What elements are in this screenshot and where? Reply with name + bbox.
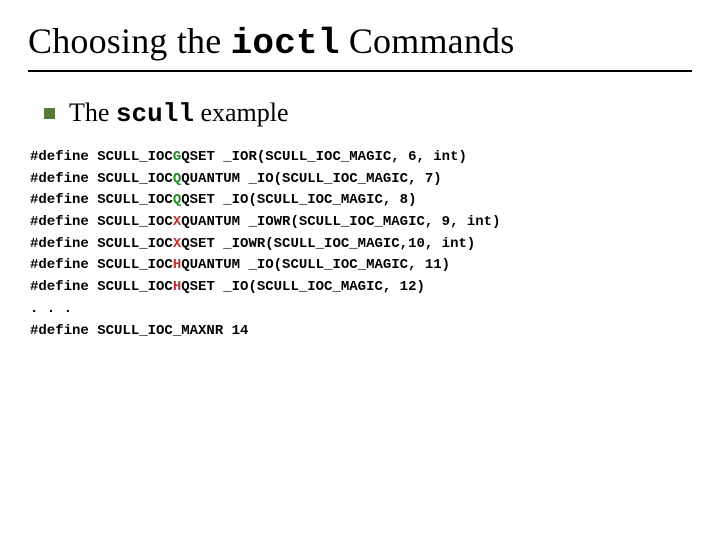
subtitle-post: example	[194, 98, 289, 127]
code-highlight-letter: Q	[173, 171, 181, 187]
code-pre: #define SCULL_IOC	[30, 257, 173, 273]
code-line: #define SCULL_IOCHQSET _IO(SCULL_IOC_MAG…	[30, 277, 692, 299]
code-pre: #define SCULL_IOC	[30, 236, 173, 252]
code-highlight-letter: X	[173, 214, 181, 230]
code-line: #define SCULL_IOCQQUANTUM _IO(SCULL_IOC_…	[30, 169, 692, 191]
code-highlight-letter: H	[173, 257, 181, 273]
slide: Choosing the ioctl Commands The scull ex…	[0, 0, 720, 540]
slide-title: Choosing the ioctl Commands	[28, 20, 692, 64]
code-highlight-letter: G	[173, 149, 181, 165]
code-pre: #define SCULL_IOC	[30, 214, 173, 230]
code-highlight-letter: H	[173, 279, 181, 295]
code-line: #define SCULL_IOCQQSET _IO(SCULL_IOC_MAG…	[30, 190, 692, 212]
subtitle-pre: The	[69, 98, 116, 127]
code-highlight-letter: X	[173, 236, 181, 252]
code-post: QSET _IOWR(SCULL_IOC_MAGIC,10, int)	[181, 236, 475, 252]
code-line: #define SCULL_IOCGQSET _IOR(SCULL_IOC_MA…	[30, 147, 692, 169]
subtitle-mono: scull	[116, 99, 194, 129]
code-post: QUANTUM _IOWR(SCULL_IOC_MAGIC, 9, int)	[181, 214, 500, 230]
subtitle-text: The scull example	[69, 98, 289, 129]
code-post: QUANTUM _IO(SCULL_IOC_MAGIC, 7)	[181, 171, 441, 187]
code-line: #define SCULL_IOC_MAXNR 14	[30, 321, 692, 343]
code-block: #define SCULL_IOCGQSET _IOR(SCULL_IOC_MA…	[30, 147, 692, 342]
title-pre: Choosing the	[28, 21, 231, 61]
square-bullet-icon	[44, 108, 55, 119]
code-post: QSET _IO(SCULL_IOC_MAGIC, 8)	[181, 192, 416, 208]
code-line: #define SCULL_IOCXQUANTUM _IOWR(SCULL_IO…	[30, 212, 692, 234]
code-post: QSET _IOR(SCULL_IOC_MAGIC, 6, int)	[181, 149, 467, 165]
code-line: #define SCULL_IOCXQSET _IOWR(SCULL_IOC_M…	[30, 234, 692, 256]
code-pre: #define SCULL_IOC	[30, 149, 173, 165]
title-underline	[28, 70, 692, 72]
code-pre: #define SCULL_IOC	[30, 279, 173, 295]
code-highlight-letter: Q	[173, 192, 181, 208]
title-post: Commands	[340, 21, 515, 61]
code-pre: #define SCULL_IOC_MAXNR 14	[30, 323, 248, 339]
code-pre: . . .	[30, 301, 72, 317]
code-pre: #define SCULL_IOC	[30, 192, 173, 208]
code-post: QSET _IO(SCULL_IOC_MAGIC, 12)	[181, 279, 425, 295]
code-line: . . .	[30, 299, 692, 321]
subtitle-row: The scull example	[44, 98, 692, 129]
code-line: #define SCULL_IOCHQUANTUM _IO(SCULL_IOC_…	[30, 255, 692, 277]
title-mono: ioctl	[231, 23, 340, 64]
code-pre: #define SCULL_IOC	[30, 171, 173, 187]
code-post: QUANTUM _IO(SCULL_IOC_MAGIC, 11)	[181, 257, 450, 273]
